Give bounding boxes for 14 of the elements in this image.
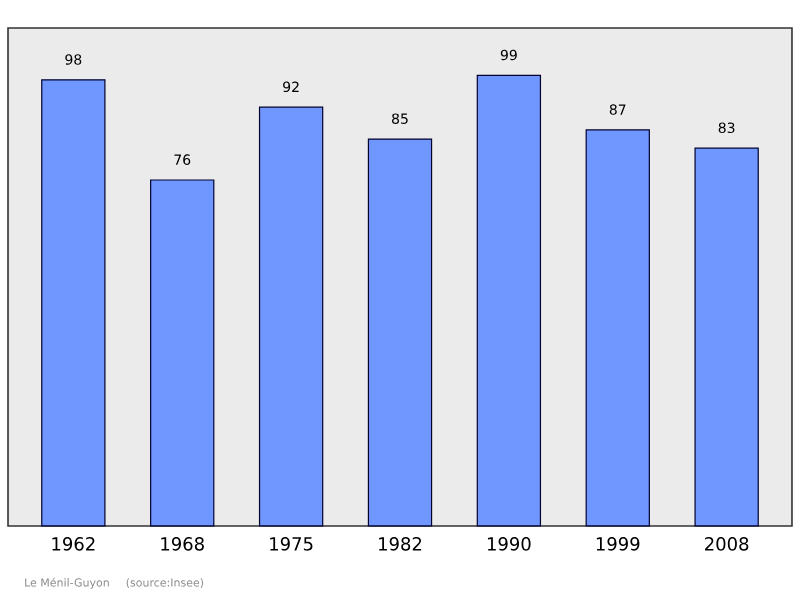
x-tick-label: 1968: [161, 537, 204, 551]
bar: [367, 138, 433, 527]
bar: [476, 74, 542, 527]
x-tick-label: 2008: [705, 537, 749, 551]
x-tick-label: 1999: [596, 537, 640, 551]
bar: [694, 147, 759, 527]
bar: [585, 129, 650, 527]
bar: [41, 79, 106, 527]
x-tick-label: 1990: [487, 537, 531, 551]
x-tick-label: 1962: [52, 537, 95, 551]
x-tick-label: 1975: [270, 537, 313, 551]
bar: [150, 179, 215, 527]
bar: [258, 106, 324, 527]
x-tick-label: 1982: [379, 537, 422, 551]
